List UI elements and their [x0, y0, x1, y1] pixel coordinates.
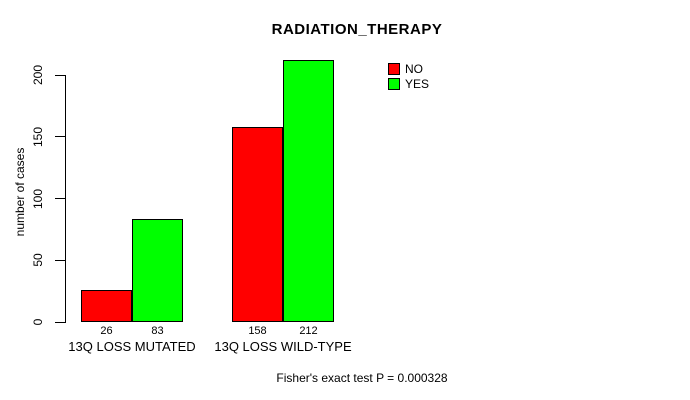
chart-title: RADIATION_THERAPY	[271, 21, 443, 38]
legend-label-no: NO	[405, 62, 423, 76]
legend-swatch-no	[388, 63, 400, 75]
y-tick-label-150: 150	[31, 126, 45, 147]
y-tick-label-0: 0	[31, 318, 45, 326]
bar-no-group1	[81, 290, 132, 322]
y-axis-title: number of cases	[13, 147, 27, 237]
bar-value-no-group1: 26	[100, 325, 113, 337]
y-tick-mark-50	[55, 259, 65, 261]
y-tick-label-50: 50	[31, 253, 45, 267]
fisher-test-annotation: Fisher's exact test P = 0.000328	[276, 371, 448, 385]
bar-value-no-group2: 158	[248, 325, 267, 337]
bar-yes-group1	[132, 219, 183, 322]
y-tick-mark-200	[55, 74, 65, 76]
category-label-2: 13Q LOSS WILD-TYPE	[214, 339, 352, 354]
y-tick-label-200: 200	[31, 64, 45, 86]
legend: NO YES	[388, 63, 429, 93]
y-tick-label-100: 100	[31, 188, 45, 209]
bar-value-yes-group2: 212	[299, 325, 318, 337]
legend-item-yes: YES	[388, 78, 429, 90]
y-tick-mark-0	[55, 321, 65, 323]
bar-value-yes-group1: 83	[151, 325, 164, 337]
legend-label-yes: YES	[405, 77, 430, 91]
y-tick-mark-150	[55, 136, 65, 138]
bar-no-group2	[232, 127, 283, 322]
legend-swatch-yes	[388, 78, 400, 90]
bar-yes-group2	[283, 60, 334, 322]
legend-item-no: NO	[388, 63, 429, 75]
y-tick-mark-100	[55, 198, 65, 199]
category-label-1: 13Q LOSS MUTATED	[68, 339, 196, 354]
y-axis-line	[65, 75, 66, 323]
